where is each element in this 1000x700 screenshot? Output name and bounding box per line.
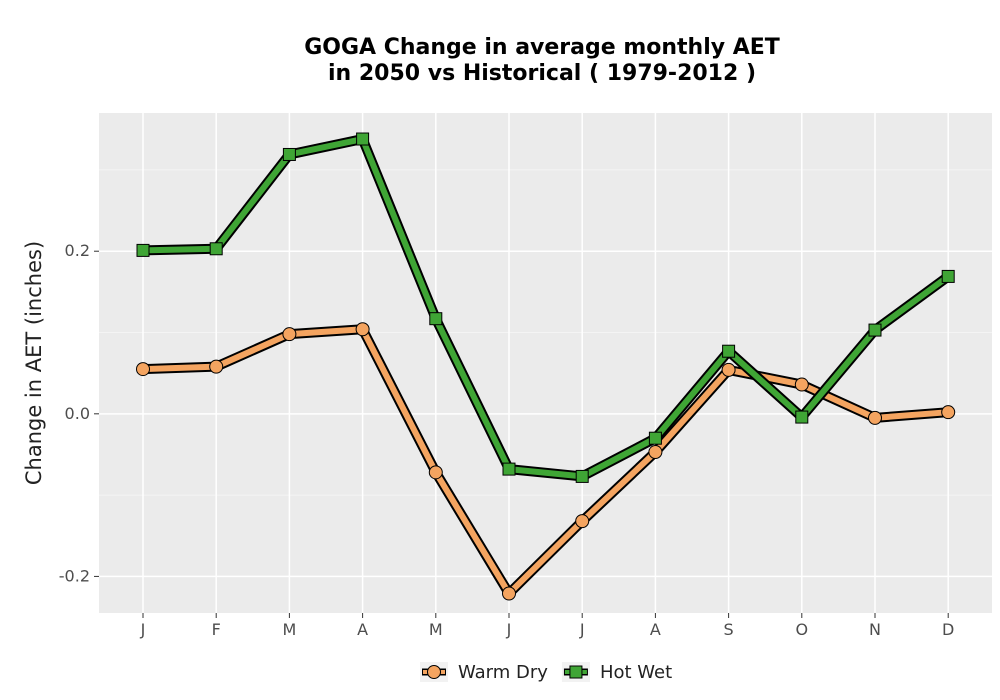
x-tick-label: A [357, 620, 368, 639]
hot-wet-point [502, 462, 516, 476]
warm-dry-point [355, 322, 370, 337]
x-tick-label: O [796, 620, 809, 639]
x-tick-label: J [579, 620, 585, 639]
x-tick-label: M [429, 620, 443, 639]
warm-dry-point [721, 362, 736, 377]
hot-wet-point [429, 312, 443, 326]
legend-label-warm-dry: Warm Dry [458, 662, 548, 683]
chart-title-line-2: in 2050 vs Historical ( 1979-2012 ) [328, 61, 756, 86]
y-tick-label: 0.0 [65, 404, 90, 423]
warm-dry-point [209, 359, 224, 374]
warm-dry-point [575, 514, 590, 529]
legend-key-marker [427, 665, 441, 679]
x-tick-label: S [724, 620, 734, 639]
x-tick-label: M [282, 620, 296, 639]
chart-title-line-1: GOGA Change in average monthly AET [304, 35, 780, 60]
y-axis-ticks: -0.2 0.0 0.2 [59, 241, 99, 585]
legend-label-hot-wet: Hot Wet [600, 662, 672, 683]
hot-wet-point [648, 431, 662, 445]
hot-wet-point [722, 344, 736, 358]
warm-dry-point [282, 327, 297, 342]
warm-dry-point [136, 362, 150, 377]
legend: Warm Dry Hot Wet [420, 662, 672, 683]
series-layer [136, 132, 956, 601]
y-tick-label: 0.2 [65, 241, 90, 260]
x-tick-label: J [506, 620, 512, 639]
x-tick-label: D [942, 620, 954, 639]
x-tick-label: F [212, 620, 221, 639]
legend-key-marker [569, 665, 583, 679]
hot-wet-point [282, 147, 296, 161]
warm-dry-point [941, 405, 956, 420]
warm-dry-point [648, 445, 663, 460]
warm-dry-point [428, 465, 443, 480]
y-tick-label: -0.2 [59, 566, 90, 585]
warm-dry-point [502, 586, 516, 601]
x-tick-label: N [869, 620, 881, 639]
hot-wet-point [209, 242, 223, 256]
warm-dry-point [794, 377, 809, 392]
x-tick-label: J [140, 620, 146, 639]
hot-wet-point [941, 269, 955, 283]
hot-wet-point [795, 410, 809, 424]
hot-wet-point [136, 243, 150, 257]
hot-wet-point [356, 132, 370, 146]
warm-dry-point [868, 410, 882, 425]
x-tick-label: A [650, 620, 661, 639]
y-axis-label: Change in AET (inches) [22, 241, 46, 485]
hot-wet-point [868, 323, 882, 337]
warm-dry-line [140, 326, 952, 597]
hot-wet-point [575, 469, 589, 483]
hot-wet-line [140, 136, 952, 480]
